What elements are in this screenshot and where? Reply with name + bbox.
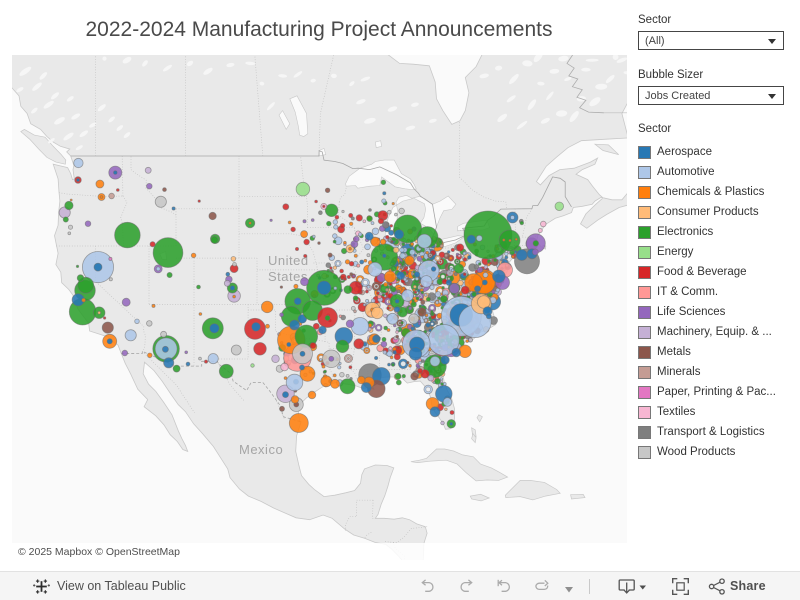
svg-text:States: States bbox=[268, 269, 308, 284]
svg-text:United: United bbox=[268, 253, 309, 268]
svg-text:Mexico: Mexico bbox=[239, 442, 283, 457]
svg-text:© 2025 Mapbox © OpenStreetMap: © 2025 Mapbox © OpenStreetMap bbox=[18, 546, 180, 558]
